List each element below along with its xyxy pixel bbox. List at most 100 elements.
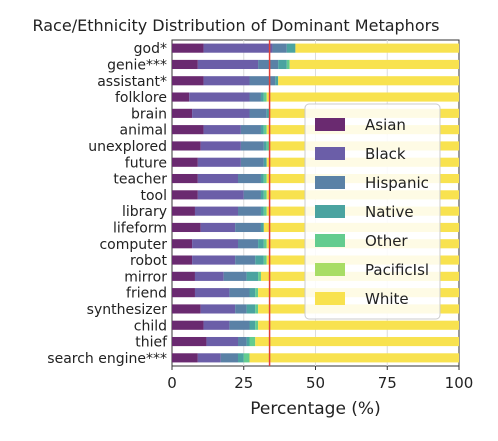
category-label: future — [125, 155, 167, 171]
bar-segment-other — [255, 320, 259, 330]
bar-segment-hispanic — [229, 288, 250, 298]
bar-segment-white — [278, 76, 459, 86]
x-tick-label: 0 — [167, 374, 177, 392]
bar-segment-asian — [172, 304, 201, 314]
legend-label: Hispanic — [365, 174, 429, 192]
bar-segment-white — [258, 320, 459, 330]
bar-segment-black — [197, 190, 244, 200]
bar-segment-other — [255, 304, 259, 314]
bar-segment-asian — [172, 59, 198, 70]
category-label: child — [134, 318, 167, 334]
category-label: library — [122, 204, 167, 220]
chart-title: Race/Ethnicity Distribution of Dominant … — [32, 16, 439, 35]
category-label: assistant* — [97, 74, 167, 90]
bar-segment-asian — [172, 92, 190, 102]
bar-segment-black — [203, 125, 241, 135]
bar-segment-asian — [172, 288, 195, 298]
bar-segment-native — [260, 125, 264, 135]
bar-segment-hispanic — [238, 239, 259, 249]
bar-segment-other — [249, 336, 256, 347]
bar-segment-white — [289, 59, 459, 70]
bar-segment-black — [189, 92, 250, 102]
bar-segment-other — [263, 92, 267, 102]
bar-segment-other — [263, 255, 267, 265]
bar-segment-asian — [172, 157, 198, 167]
category-label: teacher — [113, 172, 167, 188]
bar-segment-hispanic — [258, 59, 279, 70]
bar-segment-black — [192, 108, 250, 118]
legend-swatch — [315, 234, 345, 247]
x-tick-label: 50 — [306, 374, 325, 392]
bar-segment-asian — [172, 239, 193, 249]
bar-segment-black — [197, 157, 241, 167]
bar-segment-asian — [172, 222, 201, 233]
bar-segment-black — [194, 288, 230, 298]
bar-segment-hispanic — [223, 271, 247, 281]
bar-segment-native — [263, 157, 267, 167]
bar-segment-other — [263, 239, 267, 249]
category-label: computer — [99, 237, 167, 253]
x-tick-label: 75 — [378, 374, 397, 392]
bar-segment-native — [246, 271, 259, 281]
bar-segment-hispanic — [272, 43, 287, 53]
category-label: friend — [126, 286, 167, 302]
category-label: mirror — [124, 269, 167, 285]
bar-segment-black — [203, 320, 230, 330]
bar-segment-asian — [172, 125, 204, 135]
bar-segment-black — [200, 304, 236, 314]
bar-segment-native — [260, 222, 264, 233]
bar-segment-hispanic — [240, 125, 261, 135]
category-label: folklore — [115, 90, 167, 106]
bar-segment-native — [249, 320, 256, 330]
bar-segment-hispanic — [249, 108, 267, 118]
bar-segment-other — [258, 271, 261, 281]
bar-segment-black — [194, 271, 224, 281]
bar-segment-black — [206, 336, 239, 347]
bar-segment-hispanic — [235, 255, 256, 265]
bar-segment-other — [263, 206, 267, 216]
bar-segment-hispanic — [249, 92, 261, 102]
bar-segment-asian — [172, 190, 198, 200]
bar-segment-asian — [172, 76, 204, 86]
legend-label: Other — [365, 232, 408, 250]
bar-segment-white — [255, 336, 459, 347]
legend-label: White — [365, 290, 409, 308]
bar-segment-hispanic — [238, 206, 261, 216]
category-label: search engine*** — [47, 351, 167, 367]
bar-segment-hispanic — [243, 190, 261, 200]
legend-swatch — [315, 147, 345, 160]
bar-segment-native — [238, 353, 244, 363]
bar-segment-other — [243, 353, 250, 363]
bar-segment-native — [260, 190, 264, 200]
bar-segment-black — [200, 222, 236, 233]
bar-segment-asian — [172, 255, 193, 265]
bar-segment-asian — [172, 173, 198, 184]
bar-segment-asian — [172, 141, 201, 151]
bar-segment-hispanic — [235, 222, 261, 233]
bar-segment-other — [266, 141, 270, 151]
bar-segment-hispanic — [238, 173, 261, 184]
bar-segment-asian — [172, 206, 195, 216]
legend-swatch — [315, 176, 345, 189]
legend-swatch — [315, 118, 345, 131]
bar-segment-hispanic — [235, 304, 247, 314]
bar-segment-native — [246, 336, 250, 347]
bar-segment-white — [295, 43, 459, 53]
bar-segment-hispanic — [229, 320, 250, 330]
bar-segment-hispanic — [240, 141, 264, 151]
bar-segment-asian — [172, 271, 195, 281]
bar-segment-hispanic — [238, 336, 247, 347]
legend-label: Asian — [365, 116, 406, 134]
bar-segment-native — [278, 59, 287, 70]
legend-swatch — [315, 205, 345, 218]
bar-segment-native — [266, 108, 270, 118]
category-label: unexplored — [88, 139, 167, 155]
bar-segment-native — [263, 141, 267, 151]
bar-segment-native — [260, 206, 264, 216]
bar-segment-black — [197, 353, 221, 363]
bar-segment-asian — [172, 43, 204, 53]
bar-segment-black — [194, 206, 239, 216]
category-label: robot — [130, 253, 167, 269]
bar-segment-native — [255, 255, 264, 265]
